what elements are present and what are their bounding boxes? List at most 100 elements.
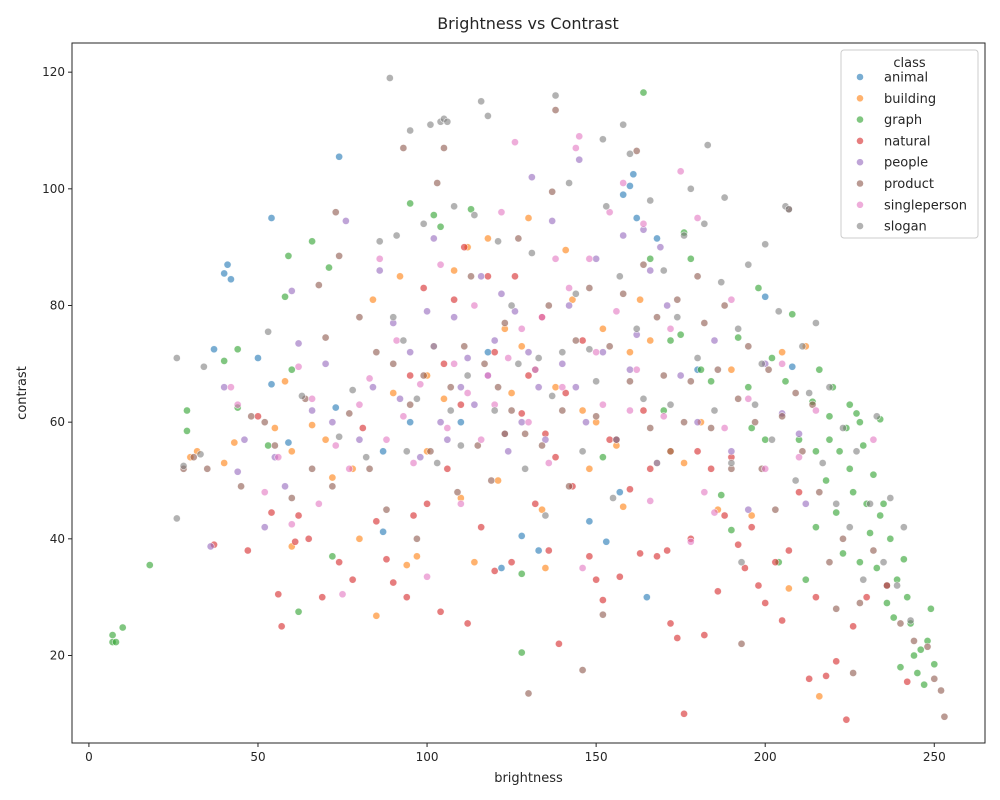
scatter-point: [754, 284, 763, 292]
scatter-point: [348, 575, 357, 584]
scatter-point: [348, 386, 357, 394]
scatter-point: [243, 546, 252, 555]
scatter-point: [551, 453, 560, 462]
scatter-point: [382, 505, 391, 514]
scatter-point: [426, 120, 435, 129]
scatter-point: [402, 561, 411, 569]
scatter-point: [517, 648, 526, 657]
y-tick-label: 20: [50, 649, 65, 663]
legend-marker: [856, 136, 864, 145]
scatter-point: [768, 435, 776, 444]
scatter-point: [267, 214, 276, 222]
scatter-point: [592, 412, 601, 421]
scatter-point: [524, 371, 533, 380]
scatter-point: [693, 447, 702, 456]
scatter-point: [108, 631, 117, 639]
scatter-point: [328, 473, 337, 482]
scatter-point: [446, 383, 455, 392]
scatter-point: [497, 208, 506, 217]
scatter-point: [321, 435, 330, 444]
scatter-point: [548, 392, 557, 400]
scatter-point: [913, 669, 922, 677]
scatter-point: [565, 301, 573, 310]
scatter-point: [210, 345, 218, 354]
scatter-point: [254, 354, 262, 362]
scatter-point: [720, 424, 729, 432]
scatter-point: [673, 313, 682, 322]
scatter-point: [795, 429, 803, 438]
scatter-point: [784, 584, 793, 593]
scatter-point: [886, 494, 895, 502]
scatter-point: [561, 246, 570, 254]
scatter-point: [531, 499, 540, 508]
scatter-point: [514, 234, 523, 243]
scatter-point: [551, 383, 560, 392]
series-slogan: [172, 74, 915, 625]
scatter-point: [784, 546, 793, 555]
scatter-point: [534, 383, 543, 392]
scatter-point: [676, 330, 685, 339]
scatter-point: [477, 523, 486, 532]
scatter-point: [680, 459, 688, 467]
scatter-point: [653, 459, 661, 467]
y-tick-label: 40: [50, 532, 65, 546]
scatter-point: [436, 607, 445, 616]
scatter-point: [308, 464, 316, 473]
legend-marker: [856, 115, 864, 124]
scatter-point: [626, 348, 634, 357]
scatter-point: [318, 593, 327, 602]
scatter-point: [287, 365, 296, 374]
scatter-point: [423, 499, 431, 508]
scatter-point: [406, 400, 415, 409]
scatter-point: [294, 607, 303, 616]
scatter-point: [321, 333, 330, 342]
scatter-point: [578, 666, 587, 674]
scatter-point: [497, 289, 506, 298]
y-tick-label: 80: [50, 299, 65, 313]
scatter-point: [710, 336, 719, 345]
scatter-point: [287, 287, 296, 295]
scatter-point: [338, 590, 347, 599]
scatter-point: [642, 593, 651, 602]
scatter-point: [585, 464, 594, 473]
scatter-point: [751, 400, 759, 409]
scatter-point: [659, 371, 668, 380]
scatter-point: [402, 447, 411, 456]
scatter-point: [883, 581, 891, 590]
scatter-point: [294, 362, 303, 371]
scatter-point: [859, 441, 868, 450]
scatter-point: [930, 674, 939, 683]
scatter-point: [869, 546, 878, 555]
scatter-point: [446, 406, 455, 415]
scatter-point: [227, 383, 235, 392]
scatter-point: [331, 208, 340, 217]
scatter-point: [727, 365, 736, 374]
plot-frame: [71, 42, 986, 744]
scatter-point: [247, 412, 256, 421]
scatter-point: [233, 345, 242, 354]
scatter-point: [524, 214, 533, 222]
scatter-point: [666, 447, 675, 456]
scatter-point: [484, 234, 492, 243]
scatter-point: [287, 447, 296, 456]
scatter-point: [477, 97, 486, 106]
scatter-point: [639, 88, 648, 97]
scatter-point: [646, 336, 655, 345]
scatter-point: [676, 167, 685, 176]
scatter-point: [507, 301, 516, 310]
scatter-point: [551, 254, 560, 263]
scatter-point: [470, 558, 479, 567]
y-axis-label: contrast: [15, 366, 30, 420]
scatter-point: [355, 435, 364, 444]
series-animal: [210, 152, 797, 602]
scatter-point: [571, 144, 580, 152]
scatter-point: [663, 546, 672, 555]
scatter-point: [629, 170, 638, 179]
scatter-point: [548, 187, 557, 196]
scatter-point: [365, 374, 374, 383]
scatter-point: [849, 622, 858, 631]
scatter-point: [480, 359, 489, 368]
scatter-point: [264, 327, 273, 336]
scatter-point: [832, 499, 841, 508]
scatter-point: [747, 424, 756, 432]
